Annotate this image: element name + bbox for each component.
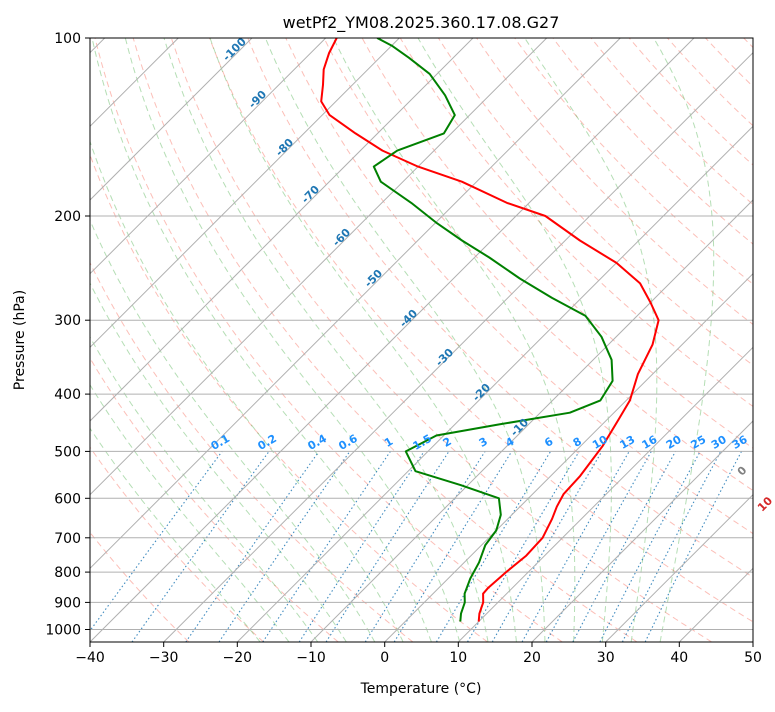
y-axis-label: Pressure (hPa)	[12, 290, 28, 390]
y-tick-label: 400	[54, 387, 81, 403]
y-tick-label: 200	[54, 209, 81, 225]
x-tick-label: −30	[149, 650, 179, 666]
isotherm	[753, 38, 775, 642]
y-tick-label: 600	[54, 491, 81, 507]
y-tick-label: 300	[54, 313, 81, 329]
y-tick-label: 1000	[45, 623, 81, 639]
x-tick-label: 40	[670, 650, 688, 666]
dry-adiabat-label: 10	[755, 494, 775, 514]
x-tick-label: 30	[597, 650, 615, 666]
y-tick-label: 800	[54, 565, 81, 581]
chart-title: wetPf2_YM08.2025.360.17.08.G27	[283, 13, 560, 33]
y-axis: 100 200 300 400 500 600 700 800 900 1000	[45, 31, 90, 639]
x-tick-label: −10	[296, 650, 326, 666]
x-tick-label: −20	[223, 650, 253, 666]
x-tick-label: 20	[523, 650, 541, 666]
x-tick-label: −40	[75, 650, 105, 666]
x-axis-label: Temperature (°C)	[360, 681, 482, 697]
y-tick-label: 100	[54, 31, 81, 47]
y-tick-label: 900	[54, 595, 81, 611]
y-tick-label: 700	[54, 531, 81, 547]
x-tick-label: 10	[449, 650, 467, 666]
x-tick-label: 50	[744, 650, 762, 666]
x-tick-label: 0	[380, 650, 389, 666]
y-tick-label: 500	[54, 444, 81, 460]
x-axis: −40 −30 −20 −10 0 10 20 30 40 50	[75, 642, 762, 666]
